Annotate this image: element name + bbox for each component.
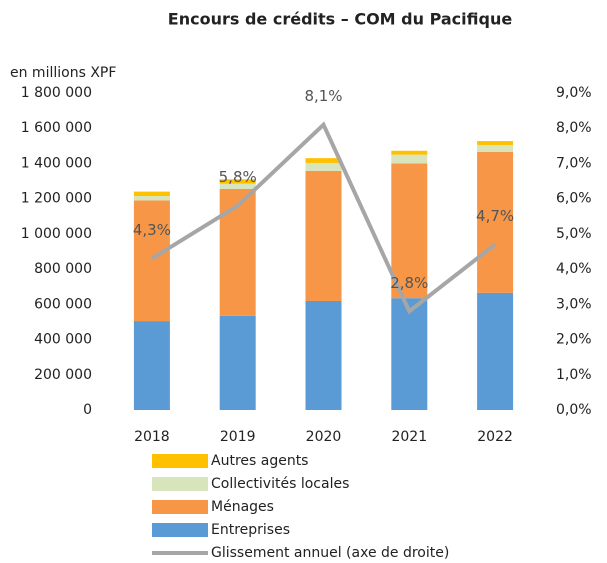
bar	[219, 315, 256, 410]
y-tick-label: 400 000	[34, 332, 92, 348]
x-tick-label: 2022	[477, 429, 513, 445]
x-tick-label: 2018	[134, 429, 170, 445]
bar	[133, 321, 170, 410]
legend-label: Entreprises	[211, 522, 290, 538]
bar	[133, 200, 170, 322]
bar	[219, 179, 256, 184]
x-tick-label: 2020	[306, 429, 342, 445]
bar	[477, 151, 514, 293]
y-tick-label: 1 400 000	[21, 155, 92, 171]
legend-swatch	[152, 523, 208, 537]
bar	[391, 154, 428, 164]
y-tick-label: 1 200 000	[21, 191, 92, 207]
chart-title: Encours de crédits – COM du Pacifique	[168, 10, 513, 29]
y2-tick-label: 3,0%	[556, 296, 592, 312]
y-tick-label: 1 800 000	[21, 85, 92, 101]
y-tick-label: 1 600 000	[21, 120, 92, 136]
legend-swatch	[152, 454, 208, 468]
bar	[219, 188, 256, 316]
y2-tick-label: 6,0%	[556, 191, 592, 207]
bar	[391, 298, 428, 410]
data-label: 8,1%	[304, 87, 342, 105]
y2-tick-label: 0,0%	[556, 402, 592, 418]
legend-swatch	[152, 477, 208, 491]
y-tick-label: 0	[83, 402, 92, 418]
x-tick-label: 2021	[391, 429, 427, 445]
bar	[133, 191, 170, 197]
bar	[477, 144, 514, 152]
bar	[133, 196, 170, 201]
y-tick-label: 600 000	[34, 296, 92, 312]
bar	[391, 163, 428, 299]
bar	[477, 292, 514, 410]
data-label: 2,8%	[390, 274, 428, 292]
y2-tick-label: 2,0%	[556, 332, 592, 348]
y-tick-label: 200 000	[34, 367, 92, 383]
bar	[305, 300, 342, 410]
y2-tick-label: 5,0%	[556, 226, 592, 242]
y2-tick-label: 8,0%	[556, 120, 592, 136]
x-tick-label: 2019	[220, 429, 256, 445]
legend-label: Ménages	[211, 499, 274, 515]
y2-tick-label: 4,0%	[556, 261, 592, 277]
data-label: 4,7%	[476, 207, 514, 225]
legend-label: Glissement annuel (axe de droite)	[211, 545, 449, 561]
y2-tick-label: 7,0%	[556, 155, 592, 171]
bar	[477, 141, 514, 145]
bar	[305, 162, 342, 171]
legend-label: Collectivités locales	[211, 476, 349, 492]
legend-label: Autres agents	[211, 453, 308, 469]
y2-tick-label: 1,0%	[556, 367, 592, 383]
y-tick-label: 800 000	[34, 261, 92, 277]
y-axis-label: en millions XPF	[10, 65, 116, 81]
bar	[305, 170, 342, 301]
data-label: 4,3%	[133, 221, 171, 239]
data-label: 5,8%	[219, 168, 257, 186]
bar	[391, 150, 428, 155]
bar	[219, 183, 256, 189]
line	[150, 121, 497, 315]
bar	[305, 158, 342, 163]
y2-tick-label: 9,0%	[556, 85, 592, 101]
y-tick-label: 1 000 000	[21, 226, 92, 242]
legend-swatch	[152, 500, 208, 514]
